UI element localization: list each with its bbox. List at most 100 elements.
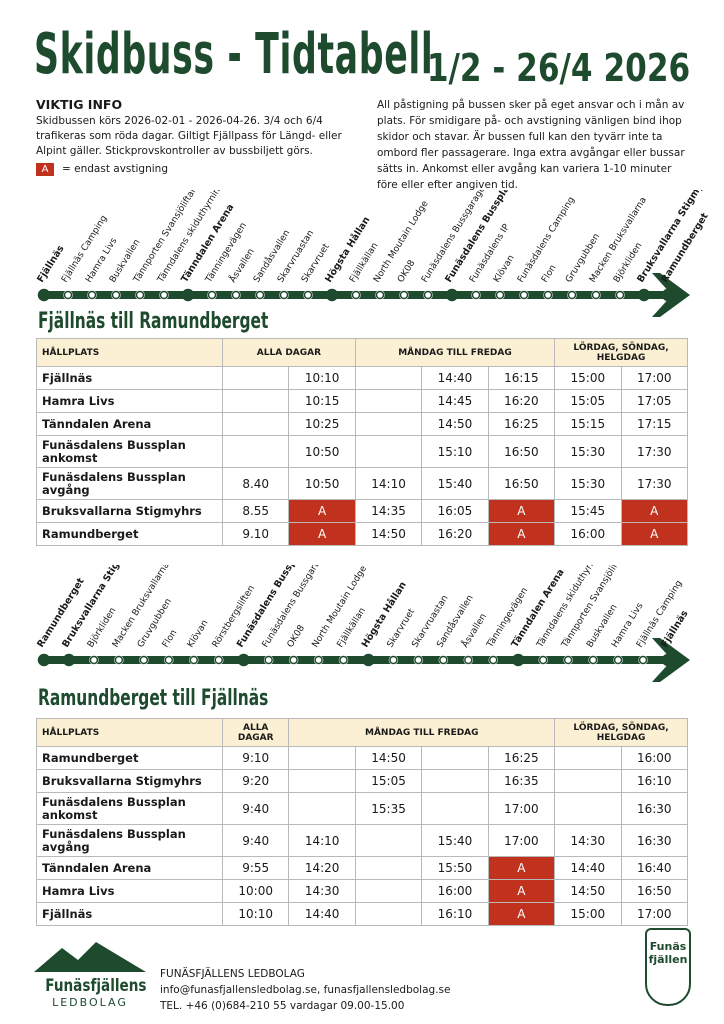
time-cell: 16:50 bbox=[487, 467, 556, 500]
time-cell: 9:10 bbox=[221, 746, 290, 770]
stop-dot-ring bbox=[543, 290, 553, 300]
time-cell: 16:30 bbox=[620, 792, 689, 825]
stop-dot-ring bbox=[591, 290, 601, 300]
time-cell: 14:50 bbox=[354, 746, 423, 770]
stop-dot-ring bbox=[207, 290, 217, 300]
time-cell: 17:00 bbox=[620, 366, 689, 390]
time-cell: A bbox=[620, 522, 689, 546]
stop-dot-ring bbox=[567, 290, 577, 300]
header-cell: HÅLLPLATS bbox=[36, 718, 223, 747]
stop-dot-ring bbox=[414, 655, 423, 665]
legend: A = endast avstigning bbox=[36, 162, 356, 177]
stop-dot-ring bbox=[339, 655, 348, 665]
time-cell: 17:00 bbox=[487, 824, 556, 857]
badge-top: Funäs bbox=[649, 940, 687, 953]
time-cell: 9:55 bbox=[221, 856, 290, 880]
time-cell: 15:40 bbox=[421, 824, 489, 857]
logo-sub: LEDBOLAG bbox=[52, 996, 128, 1009]
time-cell: 14:35 bbox=[354, 499, 423, 523]
stop-dot-ring bbox=[139, 655, 149, 665]
time-cell: 14:30 bbox=[288, 879, 356, 903]
stop-cell: Fjällnäs bbox=[36, 366, 223, 390]
badge-bottom: fjällen bbox=[648, 953, 688, 966]
row: Hamra Livs 10:15 14:45 16:20 15:05 17:05 bbox=[36, 389, 689, 413]
time-cell: A bbox=[487, 902, 556, 926]
time-cell: 15:40 bbox=[421, 467, 489, 500]
stop-dot-ring bbox=[538, 655, 548, 665]
row: Fjällnäs 10:10 14:40 16:15 15:00 17:00 bbox=[36, 366, 689, 390]
time-cell: 15:10 bbox=[421, 435, 489, 468]
time-cell: 14:50 bbox=[421, 412, 489, 436]
stop-dot-ring bbox=[303, 290, 313, 300]
route-arrow bbox=[652, 638, 690, 682]
stop-label: OK08 bbox=[396, 258, 418, 284]
time-cell bbox=[288, 769, 356, 793]
header-cell: HÅLLPLATS bbox=[36, 338, 223, 367]
header-cell: ALLA DAGAR bbox=[222, 338, 356, 367]
stop-cell: Bruksvallarna Stigmyhrs bbox=[36, 769, 223, 793]
time-cell: 16:50 bbox=[487, 435, 556, 468]
timetable: HÅLLPLATS ALLA DAGAR MÅNDAG TILL FREDAG LÖR… bbox=[36, 718, 689, 926]
stop-dot-ring bbox=[519, 290, 529, 300]
time-cell bbox=[354, 435, 423, 468]
time-cell: 15:35 bbox=[354, 792, 423, 825]
logo-mountains bbox=[34, 942, 146, 972]
time-cell bbox=[554, 746, 622, 770]
time-cell: 8.40 bbox=[221, 467, 290, 500]
legend-text: = endast avstigning bbox=[62, 163, 168, 175]
stop-dot-ring bbox=[588, 655, 598, 665]
stop-dot bbox=[362, 653, 375, 667]
table-title: Ramundberget till Fjällnäs bbox=[38, 686, 269, 711]
stop-cell: Funäsdalens Bussplan avgång bbox=[36, 824, 223, 857]
header-cell: ALLA DAGAR bbox=[221, 718, 290, 747]
time-cell: 9.10 bbox=[221, 522, 290, 546]
stop-dot-ring bbox=[563, 655, 573, 665]
time-cell: 10:50 bbox=[288, 467, 356, 500]
stop-dot bbox=[181, 288, 195, 302]
time-cell: A bbox=[288, 522, 356, 546]
row: Funäsdalens Bussplan avgång 9:40 14:10 15:4… bbox=[36, 824, 689, 857]
header-row: HÅLLPLATS ALLA DAGAR MÅNDAG TILL FREDAG LÖR… bbox=[36, 338, 688, 367]
time-cell: 15:30 bbox=[554, 467, 622, 500]
time-cell: 16:00 bbox=[620, 746, 689, 770]
time-cell bbox=[221, 366, 290, 390]
row: Bruksvallarna Stigmyhrs 9:20 15:05 16:35 16:… bbox=[36, 769, 689, 793]
row: Bruksvallarna Stigmyhrs 8.55 A 14:35 16:05 A 1… bbox=[36, 499, 689, 523]
time-cell: 14:40 bbox=[554, 856, 622, 880]
dates: 1/2 - 26/4 2026 bbox=[426, 46, 690, 90]
stop-dot-ring bbox=[111, 290, 121, 300]
header-cell: MÅNDAG TILL FREDAG bbox=[354, 338, 556, 367]
row: Ramundberget 9:10 14:50 16:25 16:00 bbox=[36, 746, 689, 770]
time-cell: 9:40 bbox=[221, 792, 290, 825]
time-cell bbox=[354, 412, 423, 436]
time-cell: 15:05 bbox=[554, 389, 622, 413]
time-cell: 16:50 bbox=[620, 879, 689, 903]
time-cell: 17:00 bbox=[487, 792, 556, 825]
stop-dot-ring bbox=[471, 290, 481, 300]
info-right: All påstigning på bussen sker på eget an… bbox=[377, 99, 685, 191]
time-cell bbox=[288, 746, 356, 770]
stop-dot-ring bbox=[439, 655, 448, 665]
stop-dot-ring bbox=[464, 655, 473, 665]
info-text: Skidbussen körs 2026-02-01 - 2026-04-26.… bbox=[36, 115, 342, 157]
time-cell bbox=[221, 412, 290, 436]
time-cell: 16:00 bbox=[554, 522, 622, 546]
stop-cell: Funäsdalens Bussplan ankomst bbox=[36, 435, 223, 468]
time-cell: 14:50 bbox=[554, 879, 622, 903]
time-cell bbox=[354, 366, 423, 390]
stop-label: Flon bbox=[161, 628, 179, 649]
stop-cell: Fjällnäs bbox=[36, 902, 223, 926]
time-cell: 16:10 bbox=[620, 769, 689, 793]
time-cell: 14:30 bbox=[554, 824, 622, 857]
row: Funäsdalens Bussplan avgång 8.40 10:50 14:1… bbox=[36, 467, 689, 500]
stop-dot-ring bbox=[399, 290, 409, 300]
table-title: Fjällnäs till Ramundberget bbox=[38, 309, 269, 334]
time-cell: 16:15 bbox=[487, 366, 556, 390]
stop-cell: Bruksvallarna Stigmyhrs bbox=[36, 499, 223, 523]
stop-dot-ring bbox=[351, 290, 361, 300]
time-cell: 14:10 bbox=[354, 467, 423, 500]
stop-cell: Hamra Livs bbox=[36, 879, 223, 903]
